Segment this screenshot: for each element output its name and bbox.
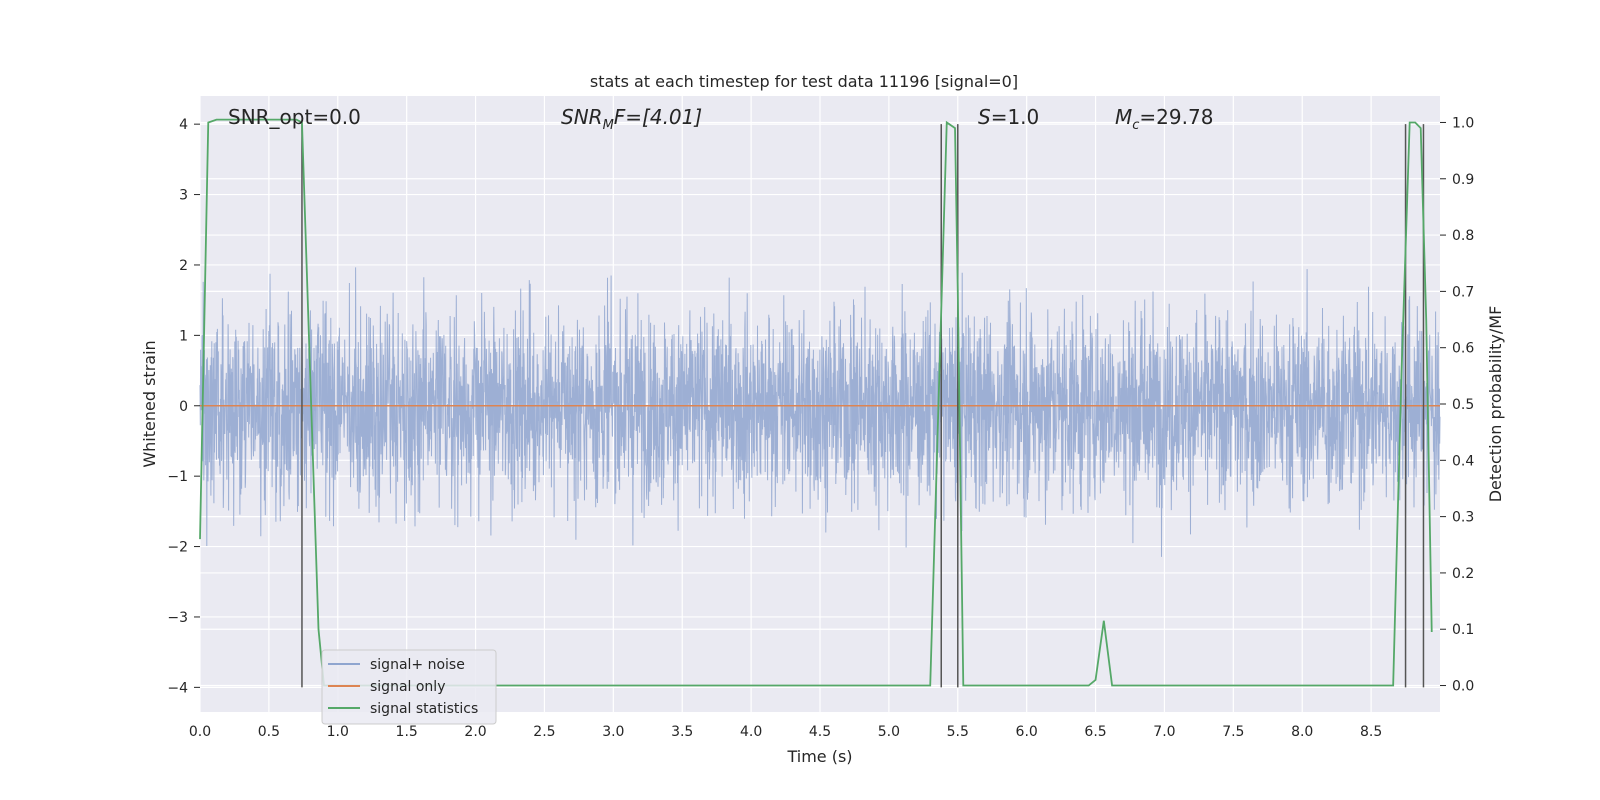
y-tick-label: −2 (167, 540, 188, 556)
y2-tick-label: 0.6 (1452, 341, 1474, 357)
y2-tick-label: 1.0 (1452, 115, 1474, 131)
legend-label-signal-noise: signal+ noise (370, 657, 465, 673)
x-tick-label: 1.0 (327, 724, 349, 740)
y2-tick-label: 0.9 (1452, 172, 1474, 188)
x-tick-label: 7.5 (1222, 724, 1244, 740)
y2-tick-label: 0.7 (1452, 284, 1474, 300)
y-axis-ticks: 4 3 2 1 0 −1 −2 −3 −4 (167, 117, 200, 696)
annotation-snr-mf-sub: M (603, 118, 614, 133)
y2-tick-label: 0.3 (1452, 510, 1474, 526)
x-tick-label: 4.0 (740, 724, 762, 740)
y2-tick-label: 0.2 (1452, 566, 1474, 582)
legend-label-signal-statistics: signal statistics (370, 701, 478, 717)
annotation-s-italic: S (978, 105, 991, 129)
legend-box (321, 649, 497, 725)
x-tick-label: 3.0 (602, 724, 624, 740)
legend-label-signal-only: signal only (370, 679, 445, 695)
x-tick-label: 2.0 (464, 724, 486, 740)
series-line-signal-noise (199, 267, 1441, 557)
annotation-snr-mf-rest: F=[4.01] (614, 105, 702, 129)
annotation-snr-opt: SNR_opt=0.0 (228, 105, 361, 129)
annotation-mc-italic: M (1115, 105, 1132, 129)
series-line-signal-statistics (199, 118, 1433, 687)
x-axis-label: Time (s) (786, 747, 852, 766)
y2-axis-ticks: 1.0 0.9 0.8 0.7 0.6 0.5 0.4 0.3 0.2 0.1 0.0 (1440, 115, 1474, 695)
vertical-markers (301, 124, 1425, 688)
y-axis-label: Whitened strain (140, 340, 159, 467)
x-tick-label: 3.5 (671, 724, 693, 740)
annotation-mc: Mc=29.78 (1115, 105, 1213, 133)
y-tick-label: −4 (167, 680, 188, 696)
y-tick-label: 1 (179, 328, 188, 344)
y-tick-label: 2 (179, 258, 188, 274)
chart-title: stats at each timestep for test data 111… (590, 72, 1018, 91)
y-tick-label: 0 (179, 399, 188, 415)
annotation-s: S=1.0 (978, 105, 1039, 129)
signal-noise-series (199, 267, 1441, 557)
y2-tick-label: 0.4 (1452, 453, 1474, 469)
x-tick-label: 6.0 (1016, 724, 1038, 740)
x-tick-label: 5.0 (878, 724, 900, 740)
y-tick-label: 3 (179, 188, 188, 204)
y2-axis-label: Detection probability/MF (1486, 306, 1505, 503)
y2-tick-label: 0.1 (1452, 622, 1474, 638)
x-tick-label: 6.5 (1084, 724, 1106, 740)
annotation-mc-sub: c (1132, 118, 1139, 133)
x-tick-label: 1.5 (396, 724, 418, 740)
x-tick-label: 4.5 (809, 724, 831, 740)
signal-statistics-series (199, 118, 1433, 687)
x-tick-label: 7.0 (1153, 724, 1175, 740)
x-tick-label: 8.5 (1360, 724, 1382, 740)
y-tick-label: −1 (167, 469, 188, 485)
annotation-snr-mf-italic: SNR (561, 105, 603, 129)
y2-tick-label: 0.8 (1452, 228, 1474, 244)
annotation-snr-mf: SNRMF=[4.01] (561, 105, 702, 133)
x-axis-ticks: 0.0 0.5 1.0 1.5 2.0 2.5 3.0 3.5 4.0 4.5 5.0 5.5 6.0 6… (189, 724, 1382, 740)
annotation-s-rest: =1.0 (991, 105, 1040, 129)
x-tick-label: 0.5 (258, 724, 280, 740)
y-tick-label: −3 (167, 610, 188, 626)
x-tick-label: 8.0 (1291, 724, 1313, 740)
y2-tick-label: 0.0 (1452, 679, 1474, 695)
x-tick-label: 2.5 (533, 724, 555, 740)
x-tick-label: 0.0 (189, 724, 211, 740)
legend: signal+ noise signal only signal statist… (321, 649, 497, 725)
y2-tick-label: 0.5 (1452, 397, 1474, 413)
y-tick-label: 4 (179, 117, 188, 133)
annotation-mc-rest: =29.78 (1139, 105, 1213, 129)
x-tick-label: 5.5 (947, 724, 969, 740)
